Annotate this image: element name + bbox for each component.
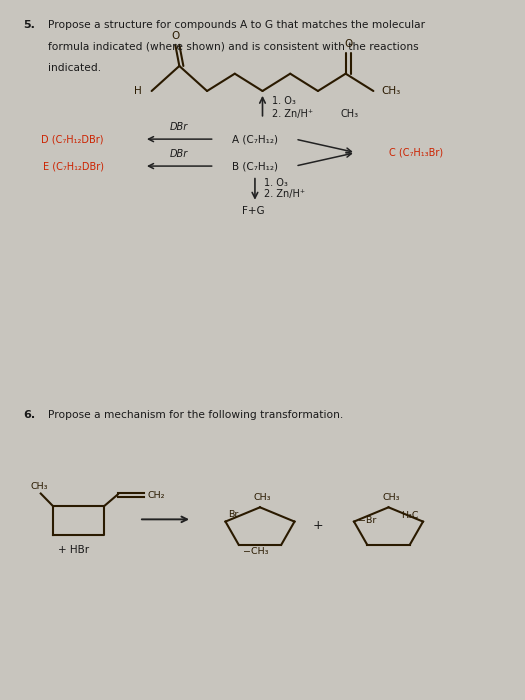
Text: 1. O₃: 1. O₃ xyxy=(264,178,288,188)
Text: B (C₇H₁₂): B (C₇H₁₂) xyxy=(232,161,278,171)
Text: DBr: DBr xyxy=(170,149,188,159)
Text: Propose a structure for compounds A to G that matches the molecular: Propose a structure for compounds A to G… xyxy=(48,20,425,30)
Text: indicated.: indicated. xyxy=(48,63,101,74)
Text: −Br: −Br xyxy=(358,516,376,525)
Text: + HBr: + HBr xyxy=(58,545,89,555)
Text: +: + xyxy=(312,519,323,531)
Text: H: H xyxy=(134,86,142,96)
Text: O: O xyxy=(171,31,180,41)
Text: C (C₇H₁₃Br): C (C₇H₁₃Br) xyxy=(388,148,443,158)
Text: Propose a mechanism for the following transformation.: Propose a mechanism for the following tr… xyxy=(48,410,343,420)
Text: F+G: F+G xyxy=(243,206,265,216)
Text: 5.: 5. xyxy=(23,20,35,30)
Text: 1. O₃: 1. O₃ xyxy=(271,97,296,106)
Text: CH₃: CH₃ xyxy=(381,86,400,96)
Text: 2. Zn/H⁺: 2. Zn/H⁺ xyxy=(264,189,305,199)
Text: CH₃: CH₃ xyxy=(30,482,48,491)
Text: CH₃: CH₃ xyxy=(341,109,359,119)
Text: 2. Zn/H⁺: 2. Zn/H⁺ xyxy=(271,109,313,119)
Text: −CH₃: −CH₃ xyxy=(243,547,268,556)
Text: DBr: DBr xyxy=(170,122,188,132)
Text: O: O xyxy=(344,38,352,49)
Text: D (C₇H₁₂DBr): D (C₇H₁₂DBr) xyxy=(41,134,104,144)
Text: 6.: 6. xyxy=(23,410,35,420)
Text: Br: Br xyxy=(228,510,238,519)
Text: H₃C: H₃C xyxy=(402,511,419,520)
Text: E (C₇H₁₂DBr): E (C₇H₁₂DBr) xyxy=(43,161,104,171)
Text: formula indicated (where shown) and is consistent with the reactions: formula indicated (where shown) and is c… xyxy=(48,42,419,52)
Text: CH₃: CH₃ xyxy=(382,493,400,502)
Text: A (C₇H₁₂): A (C₇H₁₂) xyxy=(232,134,278,144)
Text: CH₂: CH₂ xyxy=(147,491,164,500)
Text: CH₃: CH₃ xyxy=(254,493,271,502)
